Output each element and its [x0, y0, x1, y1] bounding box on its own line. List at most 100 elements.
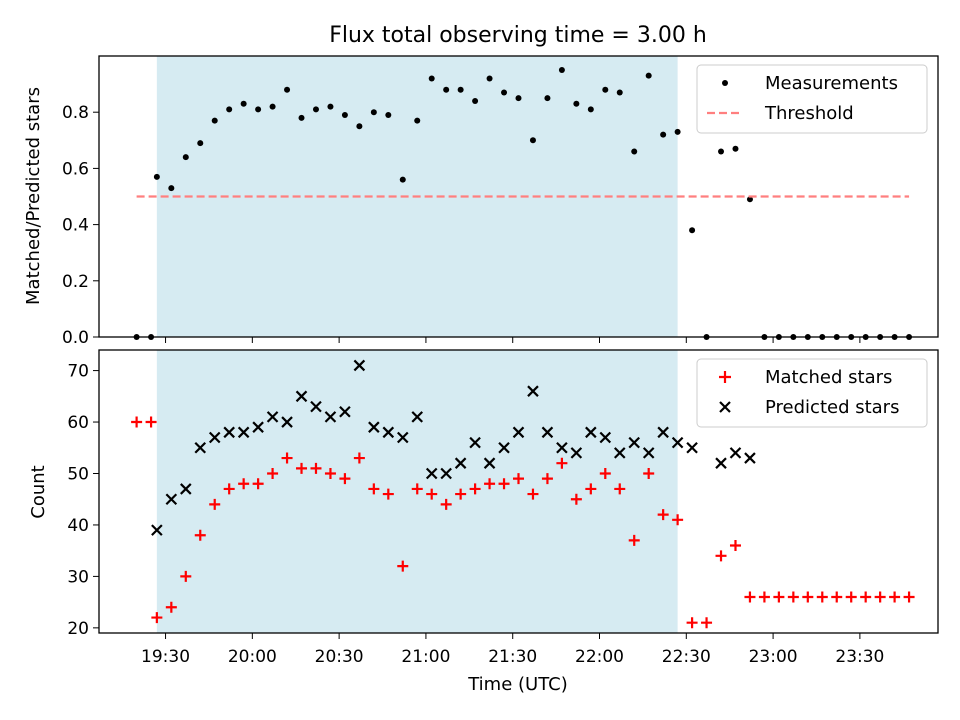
predicted-star-point	[411, 411, 424, 423]
count-marks	[131, 359, 915, 629]
matched-star-point	[787, 591, 799, 603]
measurement-point	[501, 89, 508, 96]
measurement-point	[689, 227, 696, 234]
matched-star-point	[281, 452, 293, 464]
matched-star-point	[339, 473, 351, 485]
matched-star-point	[353, 452, 365, 464]
matched-star-point	[238, 478, 250, 490]
measurement-point	[472, 97, 479, 104]
y-tick-label: 60	[67, 413, 89, 433]
predicted-star-point	[613, 447, 626, 459]
matched-star-point	[614, 483, 626, 495]
measurement-point	[341, 112, 348, 119]
measurement-point	[182, 154, 189, 161]
matched-star-point	[556, 457, 568, 469]
predicted-star-point	[237, 426, 250, 439]
matched-star-point	[672, 514, 684, 526]
matched-star-point	[513, 473, 524, 485]
predicted-star-point	[469, 436, 481, 449]
measurement-point	[414, 117, 421, 124]
measurement-point	[197, 140, 204, 147]
measurement-point	[443, 86, 450, 93]
legend-predicted-marker	[719, 401, 731, 413]
matched-star-point	[541, 473, 553, 485]
predicted-star-point	[585, 426, 597, 439]
count-y-label: Count	[28, 465, 49, 518]
measurement-point	[631, 148, 638, 155]
predicted-star-point	[368, 421, 380, 433]
measurement-point	[660, 131, 667, 138]
predicted-star-point	[483, 457, 496, 469]
matched-star-point	[382, 488, 394, 500]
measurement-point	[602, 86, 609, 93]
predicted-star-point	[396, 431, 409, 444]
matched-star-point	[657, 509, 669, 521]
matched-star-point	[165, 601, 177, 613]
y-tick-label: 0.0	[62, 328, 89, 348]
predicted-star-point	[454, 457, 467, 469]
measurement-point	[327, 103, 334, 110]
matched-star-point	[802, 591, 814, 603]
matched-star-point	[628, 534, 640, 546]
measurement-point	[616, 89, 623, 96]
predicted-star-point	[512, 426, 525, 439]
matched-star-point	[310, 462, 322, 474]
measurement-point	[385, 112, 392, 119]
measurement-point	[457, 86, 464, 93]
predicted-star-point	[440, 467, 452, 480]
predicted-star-point	[382, 426, 395, 439]
measurement-point	[732, 145, 739, 152]
measurement-point	[544, 95, 551, 102]
matched-star-point	[252, 478, 264, 490]
measurement-point	[558, 67, 565, 74]
predicted-star-point	[208, 431, 221, 444]
matched-star-point	[324, 467, 336, 479]
ratio-legend: Measurements Threshold	[696, 64, 928, 134]
measurement-point	[269, 103, 276, 110]
measurement-point	[645, 72, 652, 79]
predicted-star-point	[671, 436, 684, 449]
measurement-point	[298, 114, 305, 121]
predicted-star-point	[744, 452, 756, 464]
matched-star-point	[758, 591, 770, 603]
chart-title: Flux total observing time = 3.00 h	[329, 23, 707, 48]
matched-star-point	[368, 483, 380, 495]
measurement-point	[718, 148, 725, 155]
matched-star-point	[498, 478, 510, 490]
measurement-point	[240, 100, 247, 107]
predicted-star-point	[498, 441, 510, 454]
y-tick-label: 0.2	[62, 272, 89, 292]
y-tick-label: 0.8	[62, 103, 89, 123]
predicted-star-point	[715, 457, 727, 469]
measurement-point	[312, 106, 319, 113]
matched-star-point	[296, 462, 308, 474]
matched-star-point	[180, 570, 192, 582]
measurement-point	[674, 128, 681, 135]
y-tick-label: 50	[67, 464, 89, 484]
matched-star-point	[744, 591, 756, 603]
predicted-star-point	[151, 524, 163, 536]
predicted-star-point	[657, 426, 669, 439]
predicted-star-point	[541, 426, 554, 439]
matched-star-point	[845, 591, 857, 603]
predicted-star-point	[642, 447, 655, 459]
matched-star-point	[455, 488, 467, 500]
predicted-star-point	[165, 493, 178, 505]
y-tick-label: 40	[67, 516, 89, 536]
predicted-star-point	[223, 426, 235, 439]
y-tick-label: 0.6	[62, 159, 89, 179]
matched-star-point	[729, 540, 741, 552]
predicted-star-point	[281, 416, 293, 428]
legend-measurement-marker	[722, 80, 728, 86]
predicted-star-point	[252, 421, 264, 433]
measurement-point	[356, 123, 363, 130]
x-tick-label: 23:00	[749, 647, 798, 667]
predicted-star-point	[353, 359, 366, 372]
matched-star-point	[145, 416, 157, 428]
measurement-point	[573, 100, 580, 107]
predicted-star-point	[295, 390, 308, 403]
matched-star-point	[194, 529, 206, 541]
predicted-star-point	[628, 436, 641, 449]
legend-box	[696, 358, 928, 428]
matched-star-point	[889, 591, 901, 603]
